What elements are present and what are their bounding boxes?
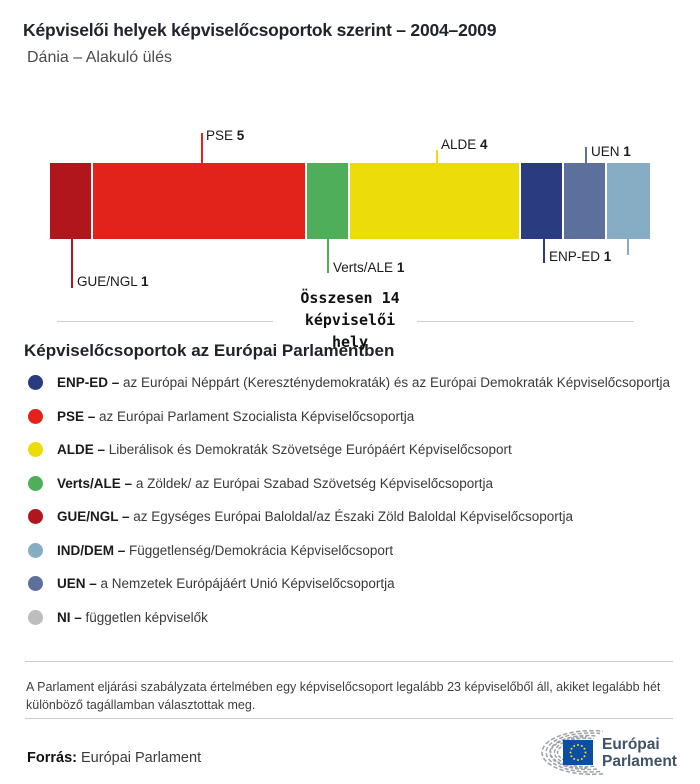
eu-flag-icon	[563, 740, 593, 765]
callout-line-pse	[201, 133, 203, 163]
footnote-text: A Parlament eljárási szabályzata értelmé…	[26, 680, 661, 712]
divider-left-line	[57, 321, 273, 322]
callout-seat-count: 1	[141, 274, 149, 289]
legend-dot-ni-	[28, 609, 43, 625]
bar-segment-gue-ngl	[50, 163, 91, 239]
legend-group-name: ALDE –	[57, 442, 106, 457]
legend-group-desc: Liberálisok és Demokraták Szövetsége Eur…	[108, 442, 512, 457]
callout-line-enp-ed	[543, 239, 545, 263]
callout-label-alde: ALDE 4	[441, 137, 488, 152]
logo-text-line-1: Európai	[602, 736, 660, 753]
legend-group-desc: az Európai Parlament Szocialista Képvise…	[99, 408, 415, 424]
total-line-3: hely	[331, 333, 369, 351]
legend-dot-enp-ed-	[28, 375, 43, 390]
callout-line-verts-ale	[327, 239, 329, 273]
legend-group-name: PSE –	[57, 408, 96, 424]
legend-group-name: ENP-ED –	[57, 375, 120, 390]
callout-seat-count: 1	[603, 249, 612, 264]
bar-segment-alde	[350, 163, 520, 239]
callout-label-enp-ed: ENP-ED 1	[549, 249, 611, 264]
callout-group-name: Verts/ALE	[333, 260, 394, 275]
callout-seat-count: 1	[623, 144, 631, 159]
footnote-divider-top	[25, 661, 673, 662]
callout-line-gue-ngl	[71, 239, 73, 288]
page-title: Képviselői helyek képviselőcsoportok sze…	[23, 20, 497, 40]
source-value: Európai Parlament	[81, 750, 202, 766]
callout-line-uen	[585, 147, 587, 163]
legend-text: GUE/NGL – az Egységes Európai Baloldal/a…	[57, 509, 573, 524]
callout-group-name: GUE/NGL	[77, 274, 138, 289]
total-line-2: képviselői	[304, 311, 396, 329]
callout-label-verts-ale: Verts/ALE 1	[333, 260, 404, 275]
callout-group-name: PSE	[206, 128, 234, 143]
callout-group-name: UEN	[591, 144, 620, 159]
legend-text: ENP-ED – az Európai Néppárt (Keresztényd…	[57, 375, 670, 390]
callout-line-alde	[436, 150, 438, 163]
callout-label-uen: UEN 1	[591, 144, 631, 159]
legend-group-name: Verts/ALE –	[57, 475, 133, 491]
legend-dot-uen-	[28, 576, 43, 591]
total-line-1: Összesen 14	[300, 289, 400, 307]
bar-segment-ind-dem	[607, 163, 650, 239]
legend-row-gue-ngl-: GUE/NGL – az Egységes Európai Baloldal/a…	[28, 509, 573, 525]
callout-label-gue-ngl: GUE/NGL 1	[77, 274, 149, 289]
legend-row-ni-: NI – független képviselők	[28, 609, 208, 625]
legend-group-desc: független képviselők	[85, 609, 208, 625]
bar-segment-verts-ale	[307, 163, 348, 239]
legend-group-desc: a Zöldek/ az Európai Szabad Szövetség Ké…	[135, 475, 494, 491]
legend-text: ALDE – Liberálisok és Demokraták Szövets…	[57, 442, 512, 457]
callout-group-name: ENP-ED	[549, 249, 601, 264]
legend-row-pse-: PSE – az Európai Parlament Szocialista K…	[28, 408, 414, 424]
callout-label-pse: PSE 5	[206, 128, 244, 143]
logo-text: Európai Parlament	[602, 736, 677, 770]
footnote-divider-bottom	[25, 718, 673, 719]
callout-group-name: ALDE	[441, 137, 477, 152]
legend-group-desc: Függetlenség/Demokrácia Képviselőcsoport	[129, 542, 394, 558]
callout-seat-count: 4	[480, 137, 488, 152]
bar-segment-pse	[92, 163, 306, 239]
legend-text: Verts/ALE – a Zöldek/ az Európai Szabad …	[57, 476, 493, 491]
legend-group-name: IND/DEM –	[57, 542, 126, 558]
legend-dot-verts-ale-	[28, 475, 43, 491]
legend-row-verts-ale-: Verts/ALE – a Zöldek/ az Európai Szabad …	[28, 475, 493, 491]
legend-dot-ind-dem-	[28, 542, 43, 558]
legend-group-desc: az Európai Néppárt (Kereszténydemokraták…	[123, 375, 671, 390]
legend-group-name: NI –	[57, 609, 82, 625]
european-parliament-logo	[541, 729, 604, 776]
bar-segment-enp-ed	[521, 163, 563, 239]
legend-dot-alde-	[28, 442, 43, 457]
divider-right-line	[417, 321, 634, 322]
legend-group-desc: az Egységes Európai Baloldal/az Északi Z…	[133, 509, 574, 524]
legend-dot-gue-ngl-	[28, 509, 43, 524]
legend-group-name: GUE/NGL –	[57, 509, 130, 524]
legend-text: IND/DEM – Függetlenség/Demokrácia Képvis…	[57, 543, 393, 558]
legend-heading: Képviselőcsoportok az Európai Parlamentb…	[24, 341, 395, 360]
legend-row-alde-: ALDE – Liberálisok és Demokraták Szövets…	[28, 442, 512, 458]
legend-row-uen-: UEN – a Nemzetek Európájáért Unió Képvis…	[28, 576, 395, 592]
legend-text: UEN – a Nemzetek Európájáért Unió Képvis…	[57, 576, 395, 591]
source-label: Forrás:	[27, 750, 77, 766]
page-subtitle: Dánia – Alakuló ülés	[27, 49, 172, 66]
legend-text: PSE – az Európai Parlament Szocialista K…	[57, 409, 414, 424]
callout-seat-count: 1	[396, 260, 405, 275]
callout-line-ind-dem	[627, 239, 629, 255]
bar-segment-uen	[564, 163, 606, 239]
legend-dot-pse-	[28, 408, 43, 424]
legend-group-name: UEN –	[57, 576, 97, 591]
source-line: Forrás: Európai Parlament	[27, 750, 201, 766]
legend-row-ind-dem-: IND/DEM – Függetlenség/Demokrácia Képvis…	[28, 542, 393, 558]
legend-group-desc: a Nemzetek Európájáért Unió Képviselőcso…	[100, 576, 395, 591]
legend-row-enp-ed-: ENP-ED – az Európai Néppárt (Keresztényd…	[28, 375, 670, 391]
total-seats-label: Összesen 14 képviselői hely	[250, 287, 450, 353]
callout-seat-count: 5	[236, 128, 245, 143]
legend-text: NI – független képviselők	[57, 610, 208, 625]
logo-text-line-2: Parlament	[602, 753, 677, 770]
